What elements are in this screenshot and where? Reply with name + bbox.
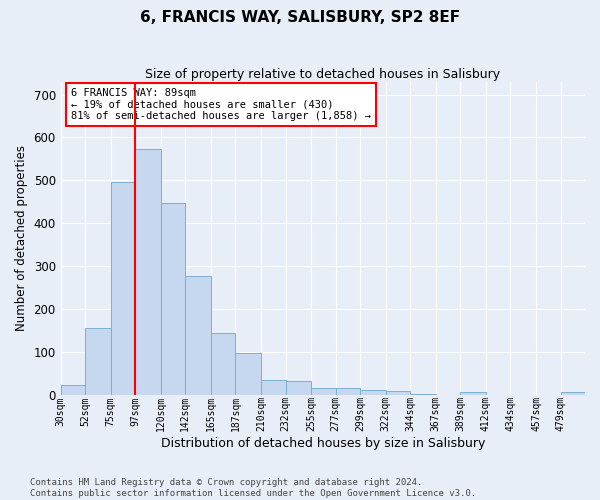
Text: Contains HM Land Registry data © Crown copyright and database right 2024.
Contai: Contains HM Land Registry data © Crown c… — [30, 478, 476, 498]
Bar — [360, 390, 386, 395]
Y-axis label: Number of detached properties: Number of detached properties — [15, 145, 28, 331]
Bar — [161, 203, 185, 395]
Bar — [286, 381, 311, 395]
Bar — [85, 328, 111, 395]
Bar — [386, 392, 410, 395]
X-axis label: Distribution of detached houses by size in Salisbury: Distribution of detached houses by size … — [161, 437, 485, 450]
Bar — [460, 392, 486, 395]
Bar — [335, 388, 360, 395]
Bar — [61, 386, 85, 395]
Bar — [235, 353, 261, 395]
Text: 6, FRANCIS WAY, SALISBURY, SP2 8EF: 6, FRANCIS WAY, SALISBURY, SP2 8EF — [140, 10, 460, 25]
Bar — [311, 388, 335, 395]
Title: Size of property relative to detached houses in Salisbury: Size of property relative to detached ho… — [145, 68, 500, 80]
Bar — [560, 392, 585, 395]
Bar — [211, 332, 235, 395]
Bar — [261, 380, 286, 395]
Bar — [185, 276, 211, 395]
Text: 6 FRANCIS WAY: 89sqm
← 19% of detached houses are smaller (430)
81% of semi-deta: 6 FRANCIS WAY: 89sqm ← 19% of detached h… — [71, 88, 371, 121]
Bar — [135, 150, 161, 395]
Bar — [111, 182, 135, 395]
